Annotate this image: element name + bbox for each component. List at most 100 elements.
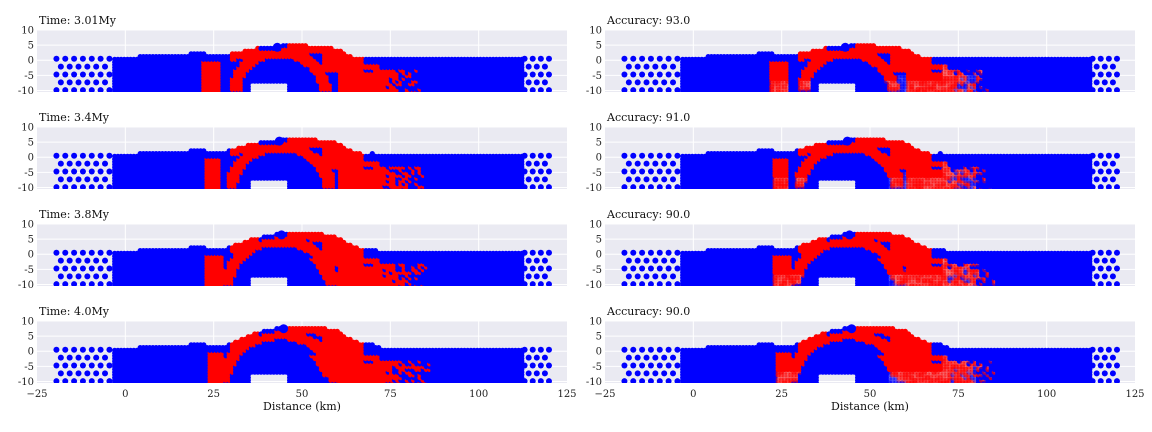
data-point: [656, 55, 663, 62]
data-point: [525, 176, 532, 183]
data-point: [53, 87, 60, 92]
data-point: [71, 71, 78, 78]
data-point: [541, 160, 548, 167]
data-point: [643, 63, 650, 70]
data-point: [88, 55, 95, 62]
data-point: [960, 89, 966, 92]
data-point: [652, 63, 659, 70]
data-point: [529, 168, 536, 175]
data-point: [537, 55, 544, 62]
data-point: [537, 87, 544, 92]
data-point: [57, 79, 64, 86]
data-point: [1097, 71, 1104, 78]
data-point: [545, 152, 552, 159]
data-point: [106, 87, 113, 92]
data-point: [1109, 79, 1116, 86]
data-point: [537, 184, 544, 189]
data-point: [525, 63, 532, 70]
data-point: [102, 160, 109, 167]
data-point: [88, 71, 95, 78]
data-point: [674, 87, 681, 92]
data-point: [71, 168, 78, 175]
y-tick-label: 0: [596, 56, 602, 67]
y-tick-label: 5: [596, 41, 602, 52]
data-point: [66, 160, 73, 167]
data-point: [93, 176, 100, 183]
data-point: [529, 71, 536, 78]
data-point: [62, 168, 69, 175]
data-point: [57, 176, 64, 183]
data-point: [529, 184, 536, 189]
data-point: [84, 160, 91, 167]
data-point: [57, 160, 64, 167]
data-point: [62, 152, 69, 159]
data-point: [62, 87, 69, 92]
data-point: [79, 71, 86, 78]
data-point: [940, 70, 947, 76]
data-point: [541, 63, 548, 70]
data-point: [106, 184, 113, 189]
data-point: [625, 63, 632, 70]
data-point: [537, 168, 544, 175]
data-point: [674, 71, 681, 78]
data-point: [53, 55, 60, 62]
data-point: [639, 71, 646, 78]
data-point: [529, 87, 536, 92]
data-point: [1093, 63, 1100, 70]
data-point: [53, 168, 60, 175]
data-point: [71, 55, 78, 62]
data-point: [525, 79, 532, 86]
data-point: [272, 42, 282, 52]
y-tick-label: -10: [586, 86, 602, 97]
data-point: [66, 63, 73, 70]
data-point: [97, 152, 104, 159]
data-point: [533, 176, 540, 183]
data-point: [88, 87, 95, 92]
data-point: [1097, 87, 1104, 92]
data-point: [75, 79, 82, 86]
data-point: [79, 55, 86, 62]
data-point: [537, 71, 544, 78]
data-point: [79, 184, 86, 189]
data-point: [75, 176, 82, 183]
data-point: [621, 87, 628, 92]
data-point: [674, 55, 681, 62]
data-point: [1105, 55, 1112, 62]
data-point: [79, 152, 86, 159]
data-point: [661, 63, 668, 70]
data-point: [840, 42, 850, 52]
data-point: [519, 56, 525, 62]
data-point: [670, 63, 677, 70]
data-point: [652, 79, 659, 86]
y-tick-label: 0: [28, 56, 34, 67]
data-point: [93, 160, 100, 167]
data-point: [529, 55, 536, 62]
data-point: [66, 176, 73, 183]
data-point: [102, 79, 109, 86]
data-point: [93, 79, 100, 86]
data-point: [102, 63, 109, 70]
data-point: [97, 87, 104, 92]
data-point: [1101, 79, 1108, 86]
y-tick-label: -5: [592, 71, 602, 82]
data-point: [545, 184, 552, 189]
data-point: [630, 87, 637, 92]
data-point: [62, 184, 69, 189]
data-point: [97, 184, 104, 189]
data-point: [79, 168, 86, 175]
data-point: [634, 79, 641, 86]
data-point: [106, 168, 113, 175]
data-point: [625, 79, 632, 86]
data-points: [621, 42, 1120, 92]
data-point: [804, 84, 810, 90]
data-point: [53, 71, 60, 78]
data-point: [670, 79, 677, 86]
data-points: [53, 136, 552, 189]
y-tick-label: -10: [18, 86, 34, 97]
data-point: [1113, 71, 1120, 78]
data-point: [106, 55, 113, 62]
data-point: [541, 176, 548, 183]
data-point: [781, 89, 788, 92]
